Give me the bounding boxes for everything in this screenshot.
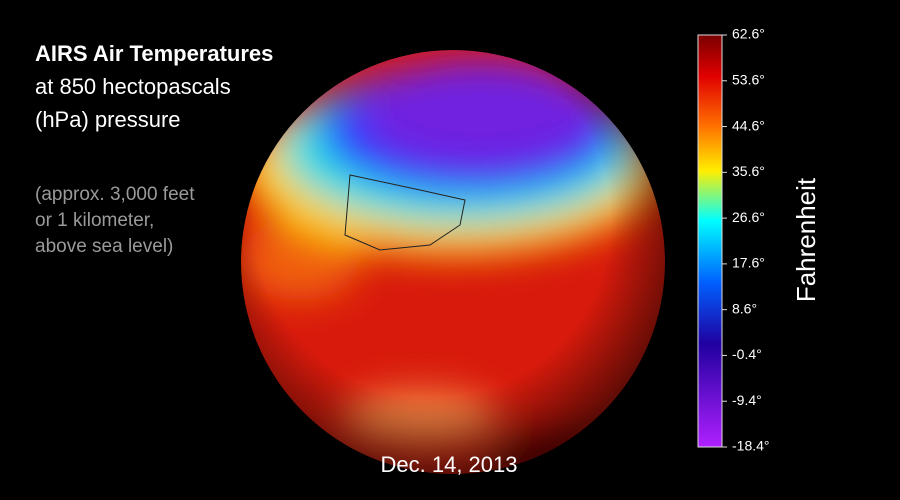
colorbar-tick-label: 35.6°: [732, 163, 765, 179]
colorbar-tick-label: 62.6°: [732, 26, 765, 42]
note: above sea level): [35, 236, 173, 257]
title: at 850 hectopascals: [35, 74, 231, 99]
colorbar-tick-label: 8.6°: [732, 300, 757, 316]
title: (hPa) pressure: [35, 107, 181, 132]
text-block: AIRS Air Temperatures at 850 hectopascal…: [35, 41, 821, 477]
colorbar-tick-label: 17.6°: [732, 255, 765, 271]
note: or 1 kilometer,: [35, 210, 154, 231]
colorbar-tick-label: -9.4°: [732, 392, 762, 408]
colorbar-tick-label: 26.6°: [732, 209, 765, 225]
date: Dec. 14, 2013: [381, 452, 518, 477]
colorbar-tick-label: -0.4°: [732, 346, 762, 362]
globe: [241, 50, 665, 474]
colorbar-tick-label: 44.6°: [732, 117, 765, 133]
note: (approx. 3,000 feet: [35, 184, 195, 205]
title: AIRS Air Temperatures: [35, 41, 273, 66]
colorbar-tick-label: -18.4°: [732, 438, 770, 454]
colorbar-tick-label: 53.6°: [732, 71, 765, 87]
colorbar-label: Fahrenheit: [791, 177, 821, 302]
colorbar: [697, 34, 723, 448]
